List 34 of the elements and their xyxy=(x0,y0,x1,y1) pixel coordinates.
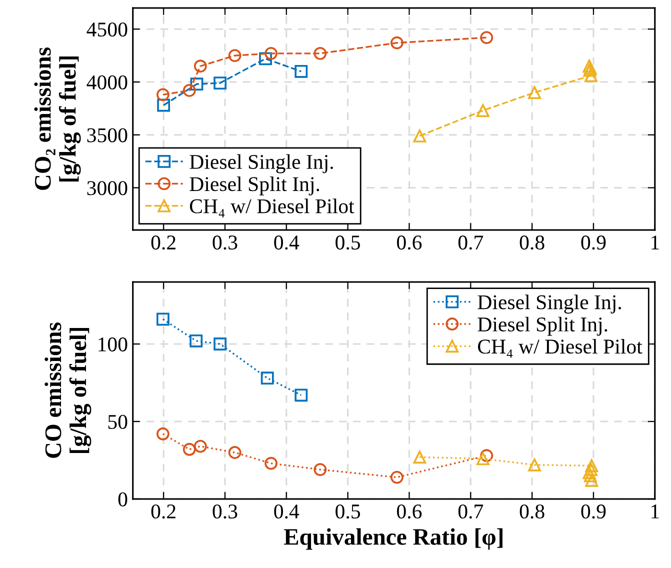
x-tick-label: 1 xyxy=(652,236,659,250)
legend-label: Diesel Split Inj. xyxy=(478,316,608,336)
legend-label: CH₄ w/ Diesel Pilot xyxy=(190,198,354,218)
x-tick-label: 0.9 xyxy=(581,236,606,250)
x-tick-label: 0.7 xyxy=(458,236,484,250)
x-tick-label: 0.5 xyxy=(336,504,360,519)
y-tick-label: 3500 xyxy=(87,128,128,142)
y-tick-label: 50 xyxy=(108,414,128,429)
x-tick-label: 0.4 xyxy=(274,236,300,250)
x-axis-title: Equivalence Ratio [φ] xyxy=(284,528,502,550)
y-tick-label: 3000 xyxy=(87,181,128,196)
x-tick-label: 0.5 xyxy=(336,236,360,250)
x-tick-label: 0.6 xyxy=(397,504,422,519)
legend-label: CH₄ w/ Diesel Pilot xyxy=(478,338,642,358)
x-tick-label: 0.7 xyxy=(458,504,484,519)
x-tick-label: 0.3 xyxy=(212,504,238,519)
x-tick-label: 0.4 xyxy=(274,504,300,519)
y-tick-label: 0 xyxy=(118,492,128,506)
y-tick-label: 4000 xyxy=(86,75,128,90)
y-axis-title: CO emissions [g/kg of fuel] xyxy=(44,322,92,458)
y-tick-label: 100 xyxy=(98,337,128,352)
y-tick-label: 4500 xyxy=(86,22,128,37)
y-axis-title: CO₂ emissions [g/kg of fuel] xyxy=(34,47,81,190)
legend-label: Diesel Single Inj. xyxy=(190,154,333,174)
legend-label: Diesel Single Inj. xyxy=(478,294,621,314)
x-tick-label: 0.2 xyxy=(151,236,176,250)
x-tick-label: 0.9 xyxy=(581,504,606,519)
x-tick-label: 1 xyxy=(652,504,659,518)
x-tick-label: 0.3 xyxy=(212,236,238,250)
x-tick-label: 0.6 xyxy=(397,236,422,250)
x-tick-label: 0.8 xyxy=(520,236,544,250)
x-tick-label: 0.2 xyxy=(151,504,176,519)
x-tick-label: 0.8 xyxy=(520,504,544,519)
legend-label: Diesel Split Inj. xyxy=(190,176,320,196)
